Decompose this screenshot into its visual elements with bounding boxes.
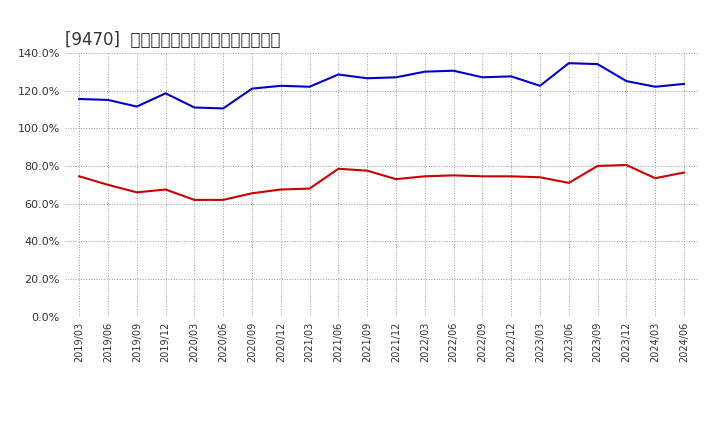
- 固定比率: [680, 81, 688, 87]
- 固定比率: [622, 78, 631, 84]
- 固定比率: [651, 84, 660, 89]
- 固定長期適合率: [334, 166, 343, 172]
- 固定比率: [276, 83, 285, 88]
- 固定長期適合率: [536, 175, 544, 180]
- 固定長期適合率: [680, 170, 688, 175]
- 固定長期適合率: [622, 162, 631, 168]
- 固定比率: [478, 75, 487, 80]
- 固定長期適合率: [593, 163, 602, 169]
- Line: 固定比率: 固定比率: [79, 63, 684, 108]
- 固定比率: [334, 72, 343, 77]
- 固定比率: [392, 75, 400, 80]
- 固定比率: [536, 83, 544, 88]
- 固定比率: [190, 105, 199, 110]
- 固定比率: [248, 86, 256, 91]
- 固定比率: [449, 68, 458, 73]
- 固定長期適合率: [276, 187, 285, 192]
- 固定比率: [420, 69, 429, 74]
- 固定長期適合率: [248, 191, 256, 196]
- 固定長期適合率: [161, 187, 170, 192]
- 固定長期適合率: [104, 182, 112, 187]
- 固定比率: [132, 104, 141, 109]
- 固定長期適合率: [420, 174, 429, 179]
- 固定長期適合率: [478, 174, 487, 179]
- 固定比率: [363, 76, 372, 81]
- 固定比率: [104, 97, 112, 103]
- 固定長期適合率: [190, 197, 199, 202]
- 固定長期適合率: [564, 180, 573, 186]
- 固定比率: [75, 96, 84, 102]
- 固定長期適合率: [651, 176, 660, 181]
- 固定長期適合率: [449, 173, 458, 178]
- 固定比率: [564, 61, 573, 66]
- 固定長期適合率: [392, 176, 400, 182]
- 固定長期適合率: [132, 190, 141, 195]
- Text: [9470]  固定比率、固定長期適合率の推移: [9470] 固定比率、固定長期適合率の推移: [65, 31, 280, 49]
- 固定長期適合率: [75, 174, 84, 179]
- Line: 固定長期適合率: 固定長期適合率: [79, 165, 684, 200]
- 固定長期適合率: [305, 186, 314, 191]
- 固定比率: [161, 91, 170, 96]
- 固定比率: [593, 62, 602, 67]
- 固定長期適合率: [219, 197, 228, 202]
- 固定長期適合率: [507, 174, 516, 179]
- 固定比率: [305, 84, 314, 89]
- 固定長期適合率: [363, 168, 372, 173]
- 固定比率: [507, 74, 516, 79]
- 固定比率: [219, 106, 228, 111]
